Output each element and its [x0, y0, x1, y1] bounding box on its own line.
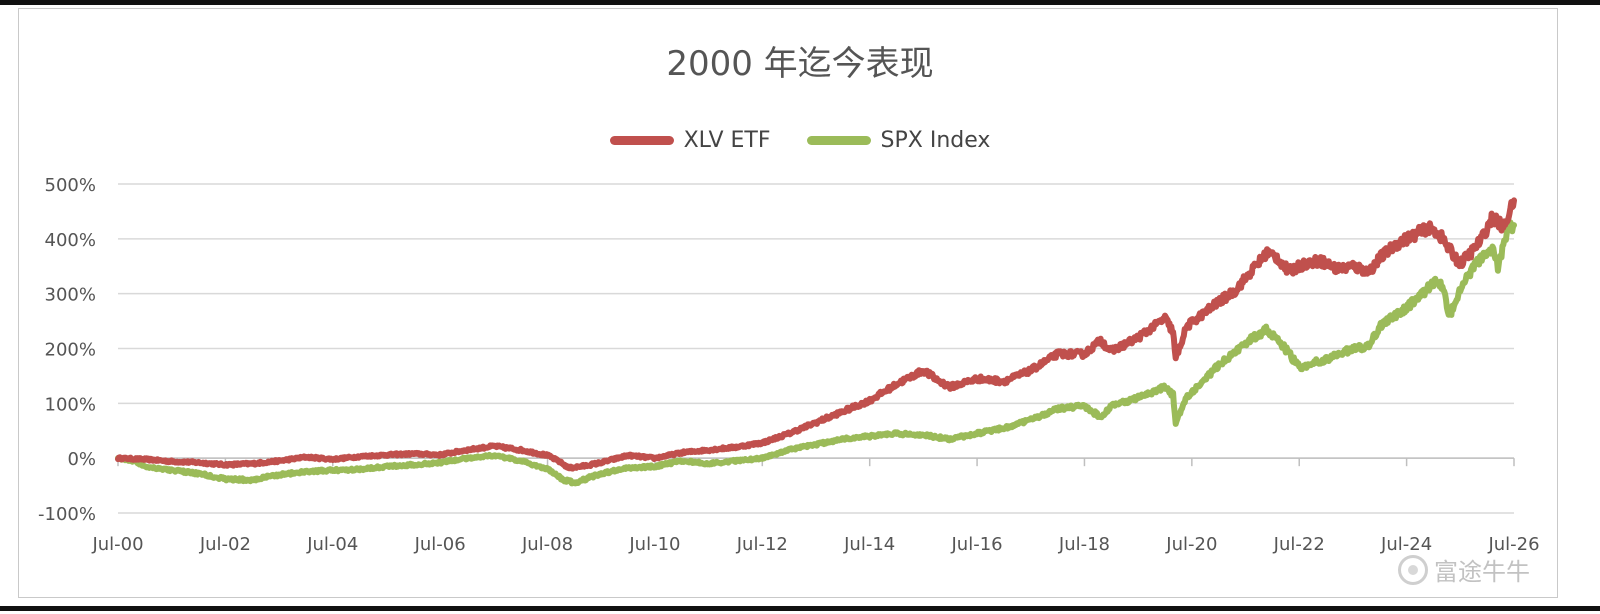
x-tick-label: Jul-26 [1487, 534, 1539, 555]
y-tick-label: 200% [45, 340, 96, 361]
legend-item-spx: SPX Index [806, 128, 991, 153]
x-tick-label: Jul-18 [1058, 534, 1110, 555]
y-tick-label: 500% [45, 175, 96, 196]
watermark: 富途牛牛 [1398, 552, 1530, 587]
legend-swatch-spx [806, 136, 871, 145]
chart-legend: XLV ETF SPX Index [0, 128, 1600, 153]
x-tick-label: Jul-00 [91, 534, 143, 555]
x-tick-label: Jul-22 [1273, 534, 1325, 555]
futu-logo-icon [1398, 554, 1428, 585]
y-tick-label: 100% [45, 394, 96, 415]
y-tick-label: 300% [45, 285, 96, 306]
x-tick-label: Jul-10 [628, 534, 680, 555]
x-tick-label: Jul-12 [736, 534, 788, 555]
x-tick-label: Jul-06 [414, 534, 466, 555]
chart-frame [18, 8, 1558, 598]
watermark-text: 富途牛牛 [1434, 558, 1530, 586]
bottom-border [0, 606, 1600, 611]
y-tick-label: -100% [38, 504, 96, 525]
x-tick-label: Jul-20 [1165, 534, 1217, 555]
x-tick-label: Jul-08 [521, 534, 573, 555]
chart-title: 2000 年迄今表现 [666, 44, 934, 84]
y-tick-label: 0% [67, 449, 96, 470]
series-line-spx [115, 219, 1517, 487]
x-tick-label: Jul-14 [843, 534, 895, 555]
x-tick-label: Jul-04 [306, 534, 358, 555]
legend-label-xlv: XLV ETF [683, 128, 771, 153]
legend-swatch-xlv [609, 136, 674, 145]
y-tick-label: 400% [45, 230, 96, 251]
top-border [0, 0, 1600, 5]
series-line-xlv [115, 197, 1517, 472]
x-tick-label: Jul-02 [199, 534, 251, 555]
x-tick-label: Jul-24 [1380, 534, 1432, 555]
x-tick-label: Jul-16 [951, 534, 1003, 555]
legend-label-spx: SPX Index [880, 128, 991, 153]
legend-item-xlv: XLV ETF [609, 128, 771, 153]
